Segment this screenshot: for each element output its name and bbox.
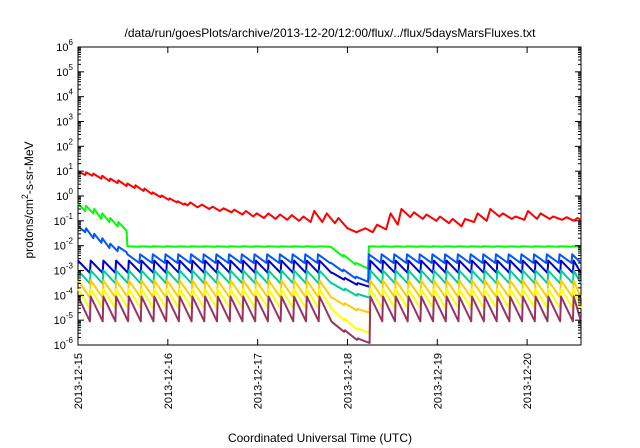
y-tick-label: 106	[56, 38, 73, 54]
chart-title: /data/run/goesPlots/archive/2013-12-20/1…	[125, 26, 537, 40]
series-line-1	[77, 202, 582, 270]
series-line-0	[77, 170, 582, 234]
y-tick-label: 10-1	[54, 212, 74, 228]
y-tick-label: 10-4	[54, 286, 74, 302]
x-tick-label: 2013-12-20	[522, 353, 534, 409]
y-tick-label: 10-2	[54, 237, 74, 253]
y-tick-label: 10-6	[54, 336, 74, 352]
y-tick-label: 100	[56, 187, 73, 203]
x-tick-label: 2013-12-15	[73, 353, 85, 409]
series-line-2	[77, 225, 582, 283]
y-tick-label: 10-3	[54, 262, 74, 278]
y-axis: 10-6 10-5 10-4 10-3 10-2 10-1 100 101 102 103 104 1…	[54, 38, 581, 352]
x-tick-label: 2013-12-19	[432, 353, 444, 409]
y-tick-label: 105	[56, 63, 73, 79]
x-tick-label: 2013-12-16	[163, 353, 175, 409]
series-line-7	[77, 295, 582, 344]
series-layer	[77, 170, 582, 344]
y-tick-label: 10-5	[54, 311, 74, 327]
x-axis-label: Coordinated Universal Time (UTC)	[228, 431, 412, 445]
y-tick-label: 104	[56, 88, 73, 104]
y-axis-label: protons/cm2-s-sr-MeV	[20, 141, 36, 258]
x-axis: 2013-12-15 2013-12-16 2013-12-17 2013-12-18…	[73, 47, 534, 409]
x-tick-label: 2013-12-17	[253, 353, 265, 409]
x-tick-label: 2013-12-18	[342, 353, 354, 409]
y-tick-label: 101	[56, 162, 73, 178]
y-tick-label: 103	[56, 113, 73, 129]
y-tick-label: 102	[56, 137, 73, 153]
